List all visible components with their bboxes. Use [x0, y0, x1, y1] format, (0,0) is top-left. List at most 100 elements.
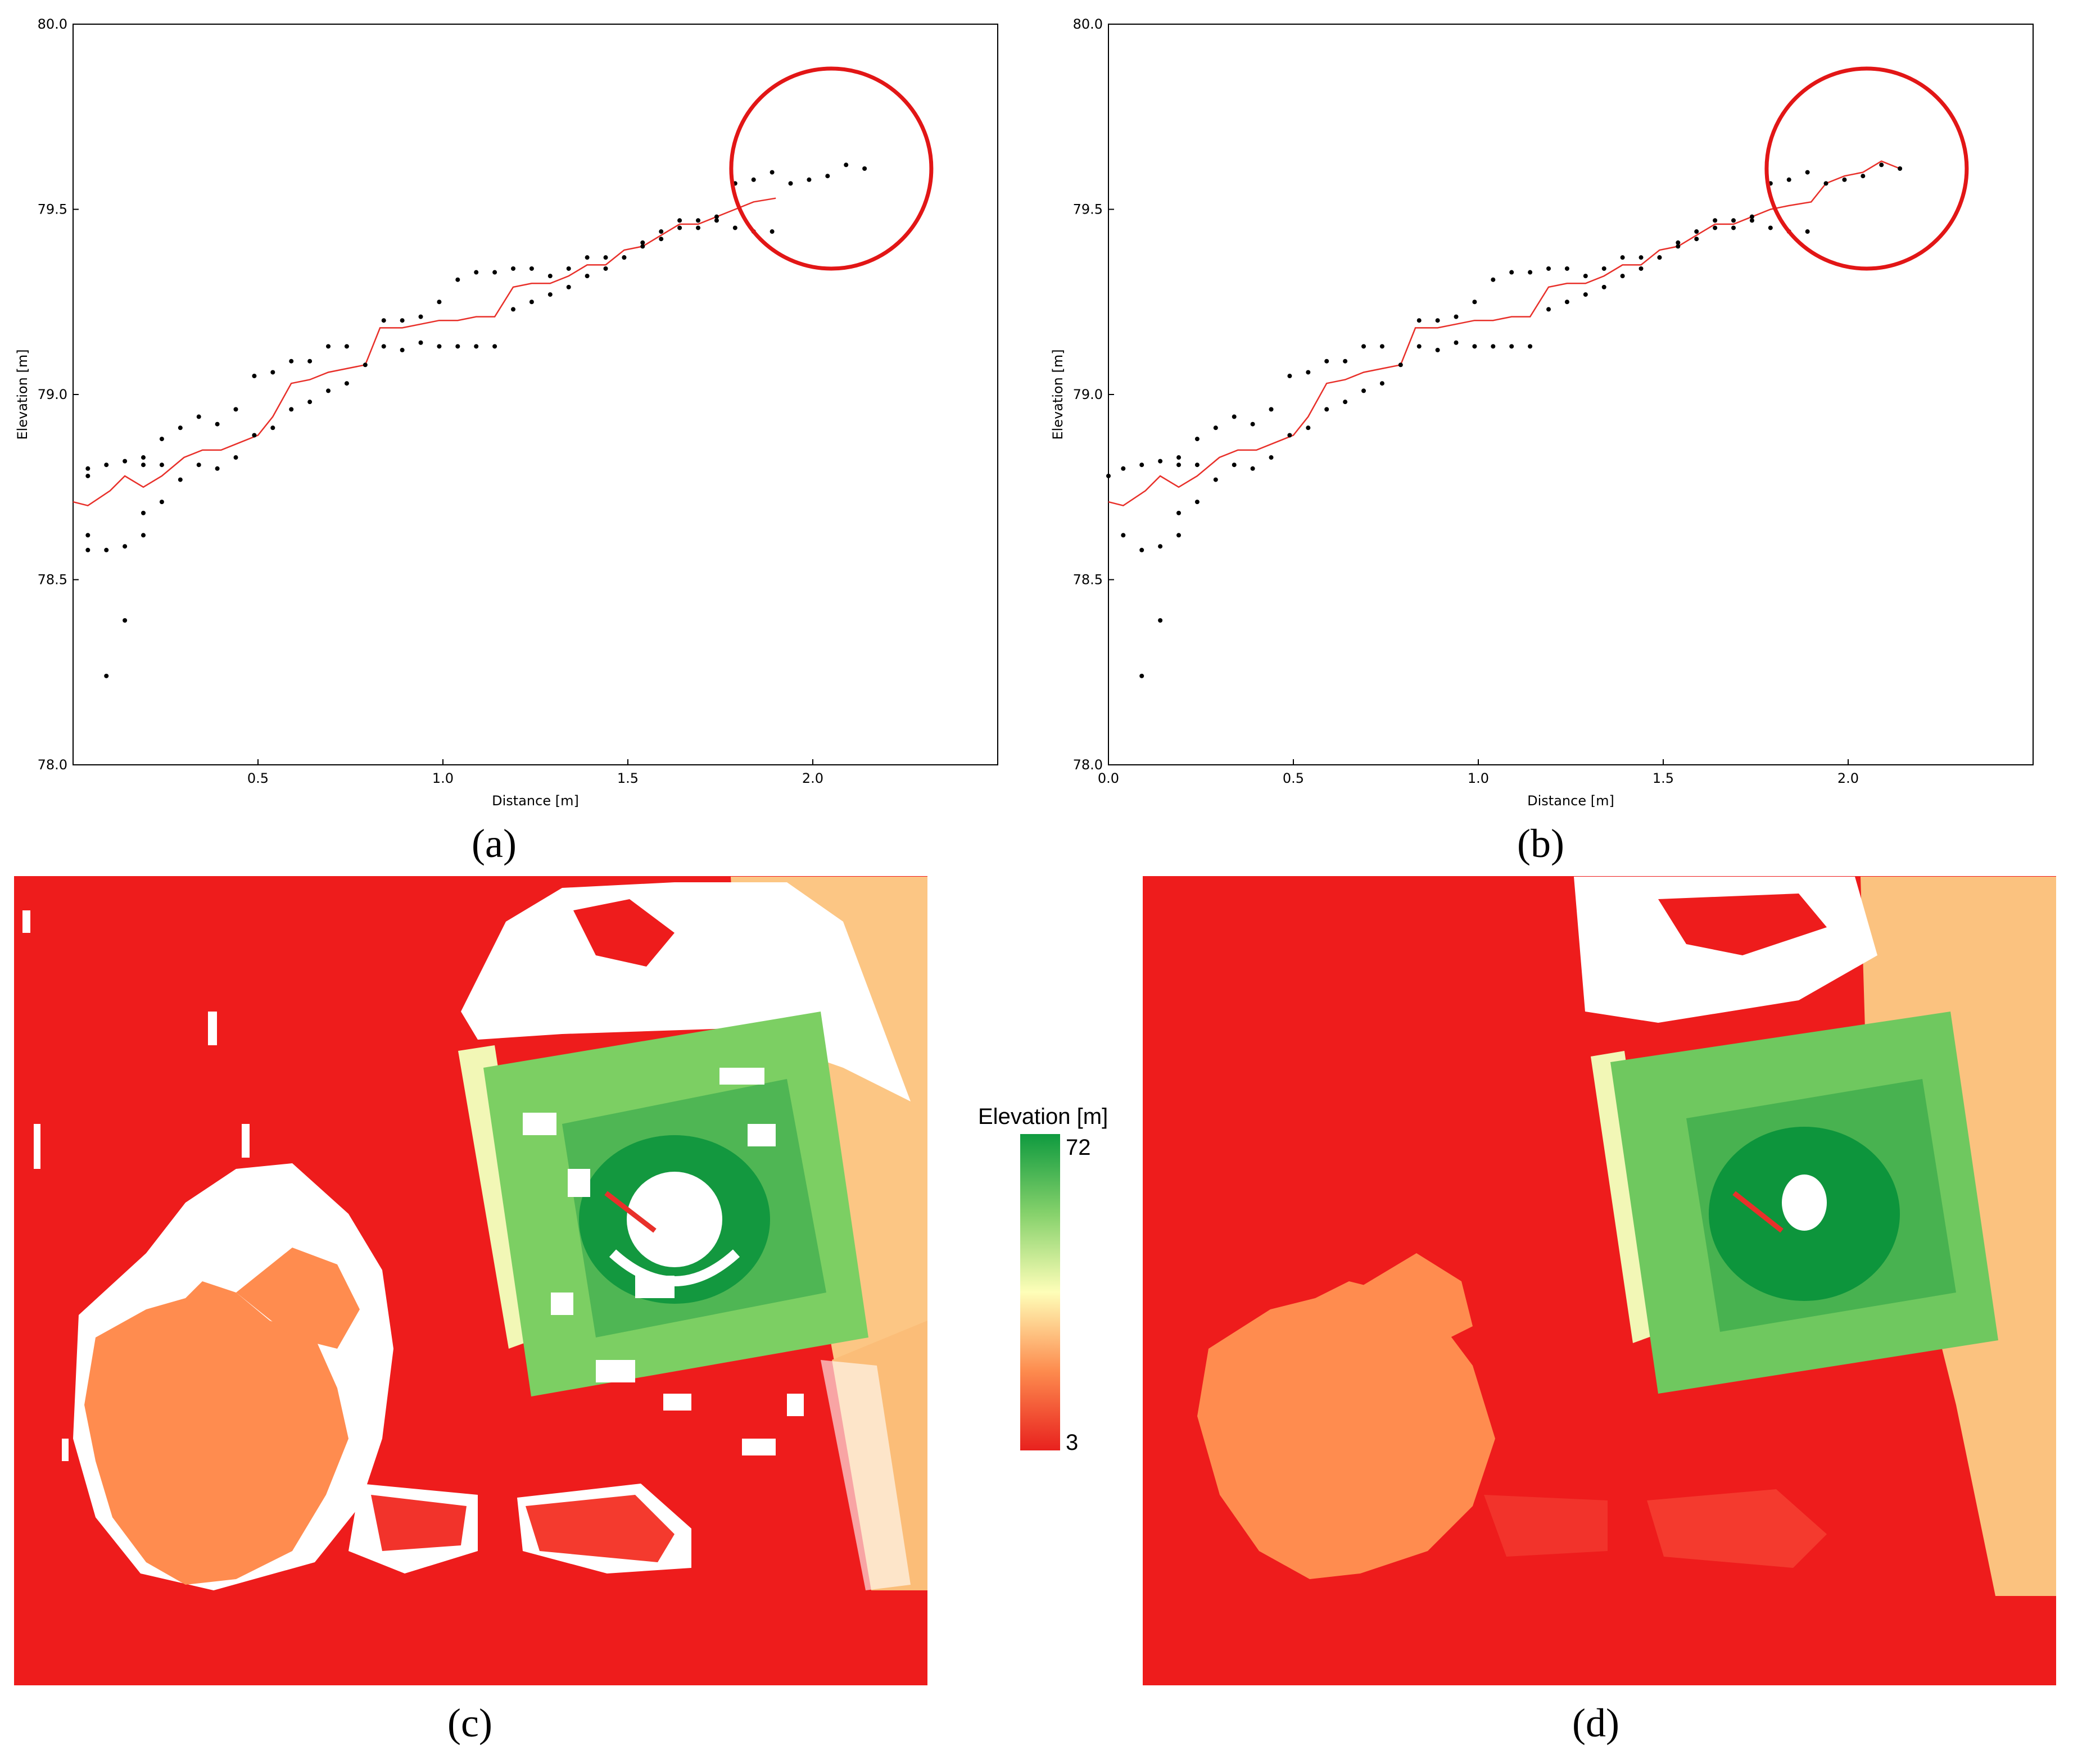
data-point [1620, 255, 1625, 260]
data-point [1749, 218, 1754, 223]
data-point [307, 359, 313, 364]
data-point [677, 218, 682, 223]
data-point [1639, 266, 1644, 271]
data-point [1306, 425, 1311, 430]
data-point [1454, 340, 1459, 345]
data-point [1805, 170, 1810, 175]
panel-label-c: (c) [447, 1700, 492, 1745]
data-point [1601, 266, 1606, 271]
data-point [455, 277, 460, 282]
data-point [159, 500, 164, 505]
data-point [1398, 362, 1403, 368]
data-point [862, 166, 867, 171]
data-point [1879, 162, 1884, 167]
colorbar-max-label: 72 [1066, 1135, 1091, 1160]
elevation-colorbar: Elevation [m] 72 3 [978, 1104, 1108, 1455]
data-point [1416, 318, 1422, 323]
x-tick-label: 0.5 [1283, 770, 1304, 786]
data-point [1343, 359, 1348, 364]
data-point [1361, 388, 1366, 393]
data-point [770, 170, 775, 175]
data-point [344, 381, 349, 386]
data-point [1823, 181, 1828, 186]
y-tick-label: 78.5 [1073, 572, 1103, 588]
data-point [215, 421, 220, 427]
data-point [1731, 218, 1736, 223]
data-point [622, 255, 627, 260]
data-point [1158, 544, 1163, 549]
y-tick-label: 79.0 [38, 387, 67, 402]
data-point [289, 407, 294, 412]
plot-frame [73, 24, 998, 765]
x-tick-label: 2.0 [1837, 770, 1859, 786]
colorbar-min-label: 3 [1066, 1430, 1078, 1455]
data-point [1564, 300, 1569, 305]
data-point [104, 462, 109, 468]
data-point [751, 177, 756, 182]
data-point [159, 437, 164, 442]
plot-frame [1108, 24, 2034, 765]
data-point [1287, 433, 1292, 438]
data-point [1269, 455, 1274, 460]
data-point [1583, 274, 1588, 279]
x-tick-label: 0.5 [247, 770, 269, 786]
panel-label-a: (a) [472, 821, 517, 866]
data-point [141, 455, 146, 460]
data-point [1158, 618, 1163, 623]
data-point [547, 292, 553, 297]
data-point [418, 340, 423, 345]
data-point [1601, 284, 1606, 289]
data-point [141, 533, 146, 538]
data-point [1546, 307, 1551, 312]
data-point [1842, 177, 1847, 182]
data-point [1194, 500, 1200, 505]
data-point [400, 347, 405, 352]
data-point [1324, 407, 1329, 412]
data-point [1435, 318, 1440, 323]
data-point [1749, 214, 1754, 219]
data-point [1694, 229, 1699, 234]
data-point [1454, 314, 1459, 319]
data-point [1435, 347, 1440, 352]
colorbar-title: Elevation [m] [978, 1104, 1108, 1129]
data-point [437, 300, 442, 305]
data-point [1287, 374, 1292, 379]
data-point [1768, 225, 1773, 230]
profile-line [1108, 160, 1900, 507]
data-point [455, 344, 460, 349]
x-axis-label: Distance [m] [492, 793, 579, 809]
data-point [1861, 174, 1866, 179]
data-point [196, 414, 201, 419]
data-point [1564, 266, 1569, 271]
profile-line [73, 197, 776, 507]
data-point [1121, 466, 1126, 471]
data-point [492, 270, 497, 275]
data-point [141, 510, 146, 515]
data-point [696, 225, 701, 230]
data-point [1306, 370, 1311, 375]
elevation-map-c [14, 876, 927, 1685]
data-point [1546, 266, 1551, 271]
y-axis-label: Elevation [m] [15, 349, 30, 439]
data-point [603, 266, 608, 271]
y-tick-label: 78.0 [38, 757, 67, 773]
highlight-circle [729, 66, 934, 271]
data-point [289, 359, 294, 364]
data-point [1639, 255, 1644, 260]
data-point [1106, 473, 1111, 478]
data-point [640, 240, 645, 245]
data-point [1491, 277, 1496, 282]
data-point [123, 544, 128, 549]
data-point [85, 547, 90, 552]
data-point [1194, 437, 1200, 442]
data-point [104, 673, 109, 678]
data-point [640, 244, 645, 249]
data-point [770, 229, 775, 234]
data-point [252, 374, 257, 379]
y-tick-label: 79.5 [38, 202, 67, 217]
y-tick-label: 78.0 [1073, 757, 1103, 773]
data-point [381, 318, 386, 323]
data-point [1232, 462, 1237, 468]
data-point [1509, 344, 1514, 349]
